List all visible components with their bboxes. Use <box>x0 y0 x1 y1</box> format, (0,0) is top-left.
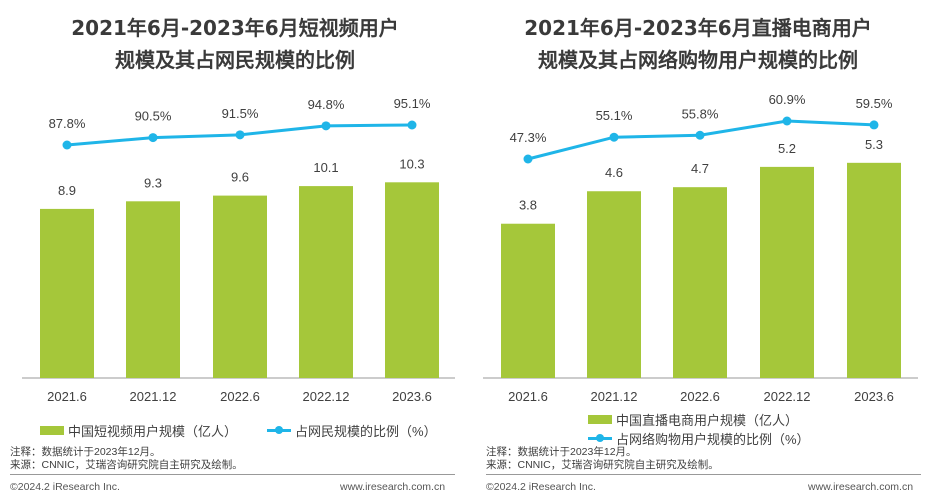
legend-left: 中国短视频用户规模（亿人） 占网民规模的比例（%） <box>40 421 437 440</box>
line-data-label: 55.1% <box>596 108 633 123</box>
bar <box>673 187 727 378</box>
bar <box>40 208 94 378</box>
bar-data-label: 9.6 <box>231 170 249 185</box>
line-data-label: 55.8% <box>682 106 719 121</box>
x-tick-label: 2023.6 <box>392 389 432 404</box>
chart-title-left: 2021年6月-2023年6月短视频用户 规模及其占网民规模的比例 <box>71 16 399 72</box>
bar <box>126 201 180 378</box>
bar-swatch-icon <box>588 415 612 424</box>
bar-data-label: 10.3 <box>399 156 424 171</box>
line-point <box>407 120 417 130</box>
line-data-label: 94.8% <box>308 97 345 112</box>
line-point <box>235 130 245 140</box>
bar <box>385 182 439 378</box>
copyright: ©2024.2 iResearch Inc. <box>10 481 120 493</box>
legend-item-line: 占网络购物用户规模的比例（%） <box>588 429 810 448</box>
line-data-label: 59.5% <box>856 96 893 111</box>
bar-data-label: 8.9 <box>58 183 76 198</box>
bar <box>760 166 814 378</box>
bar-data-label: 5.3 <box>865 137 883 152</box>
line-marker-icon <box>588 434 612 443</box>
line-point <box>321 121 331 131</box>
website-link[interactable]: www.iresearch.com.cn <box>808 481 914 493</box>
x-tick-label: 2022.6 <box>220 389 260 404</box>
line-point <box>609 132 619 142</box>
line-point <box>695 130 705 140</box>
x-tick-label: 2021.6 <box>47 389 87 404</box>
bar <box>587 191 641 378</box>
legend-right: 中国直播电商用户规模（亿人） 占网络购物用户规模的比例（%） <box>588 410 810 448</box>
divider <box>10 474 455 475</box>
legend-item-bar: 中国直播电商用户规模（亿人） <box>588 410 810 429</box>
website-link[interactable]: www.iresearch.com.cn <box>340 481 446 493</box>
bar-data-label: 4.7 <box>691 161 709 176</box>
line-point <box>782 116 792 126</box>
bar-data-label: 4.6 <box>605 165 623 180</box>
bar <box>299 186 353 378</box>
x-tick-label: 2022.12 <box>764 389 811 404</box>
line-data-label: 90.5% <box>135 109 172 124</box>
copyright: ©2024.2 iResearch Inc. <box>486 481 596 493</box>
divider <box>486 474 921 475</box>
line-data-label: 60.9% <box>769 92 806 107</box>
notes-left: 注释：数据统计于2023年12月。 来源：CNNIC，艾瑞咨询研究院自主研究及绘… <box>10 446 243 471</box>
bar-data-label: 9.3 <box>144 175 162 190</box>
line-data-label: 47.3% <box>510 130 547 145</box>
bar-data-label: 10.1 <box>313 160 338 175</box>
legend-item-bar: 中国短视频用户规模（亿人） <box>40 421 237 440</box>
x-tick-label: 2023.6 <box>854 389 894 404</box>
x-tick-label: 2022.12 <box>303 389 350 404</box>
line-point <box>62 140 72 150</box>
line-marker-icon <box>267 426 292 435</box>
x-tick-label: 2021.12 <box>591 389 638 404</box>
line-point <box>523 154 533 164</box>
bar-swatch-icon <box>40 426 64 435</box>
notes-right: 注释：数据统计于2023年12月。 来源：CNNIC，艾瑞咨询研究院自主研究及绘… <box>486 446 719 471</box>
chart-title-right: 2021年6月-2023年6月直播电商用户 规模及其占网络购物用户规模的比例 <box>524 16 872 72</box>
line-point <box>148 133 158 143</box>
bar-data-label: 5.2 <box>778 141 796 156</box>
line-point <box>869 120 879 130</box>
legend-item-line: 占网民规模的比例（%） <box>267 421 437 440</box>
line-data-label: 91.5% <box>222 106 259 121</box>
bar-data-label: 3.8 <box>519 198 537 213</box>
series-line <box>527 119 875 161</box>
line-data-label: 95.1% <box>394 96 431 111</box>
x-tick-label: 2021.6 <box>508 389 548 404</box>
bar <box>847 162 901 378</box>
bar <box>501 223 555 378</box>
bar <box>213 195 267 378</box>
line-data-label: 87.8% <box>49 116 86 131</box>
x-tick-label: 2021.12 <box>130 389 177 404</box>
x-tick-label: 2022.6 <box>680 389 720 404</box>
